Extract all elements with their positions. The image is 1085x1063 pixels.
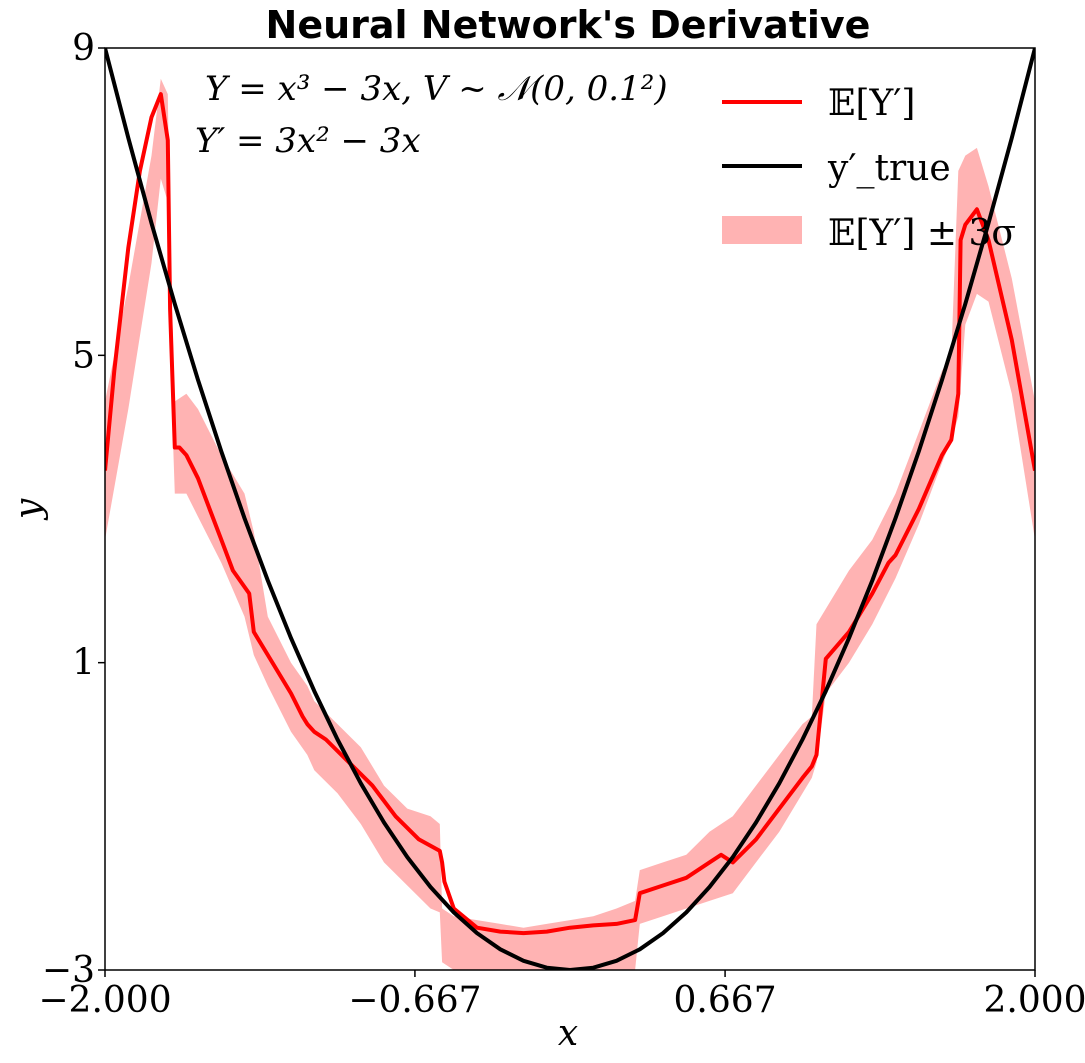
x-tick-label: −0.667 (348, 980, 481, 1021)
y-tick-label: 5 (72, 335, 95, 376)
chart-title: Neural Network's Derivative (266, 3, 871, 47)
y-tick-label: 9 (72, 28, 95, 69)
annotation-equation-y: Y = x³ − 3x, V ~ 𝒩(0, 0.1²) (205, 69, 668, 109)
annotation-equation-dy: Y′ = 3x² − 3x (195, 121, 421, 161)
x-tick-label: −2.000 (38, 980, 171, 1021)
plot-frame (104, 47, 1036, 971)
legend-swatch-band (722, 216, 802, 244)
series-line-mean (105, 92, 1035, 936)
legend-label-mean: 𝔼[Y′] (828, 83, 915, 124)
legend-label-band: 𝔼[Y′] ± 3σ (828, 213, 1016, 254)
y-axis-label: y (8, 498, 49, 521)
legend-label-true: y′_true (827, 148, 951, 189)
x-tick-label: 2.000 (983, 980, 1085, 1021)
series-line-true (105, 48, 1035, 970)
y-tick-label: 1 (72, 643, 95, 684)
x-axis-label: x (558, 1013, 578, 1054)
y-tick-label: −3 (42, 950, 95, 991)
line-layer (105, 48, 1035, 970)
tick-layer: −2.000 −0.667 0.667 2.000 −3 1 5 9 (38, 28, 1085, 1021)
x-tick-label: 0.667 (674, 980, 777, 1021)
band-layer (105, 78, 1035, 970)
legend: 𝔼[Y′] y′_true 𝔼[Y′] ± 3σ (722, 83, 1016, 254)
series-band-uncertainty (105, 78, 1035, 970)
